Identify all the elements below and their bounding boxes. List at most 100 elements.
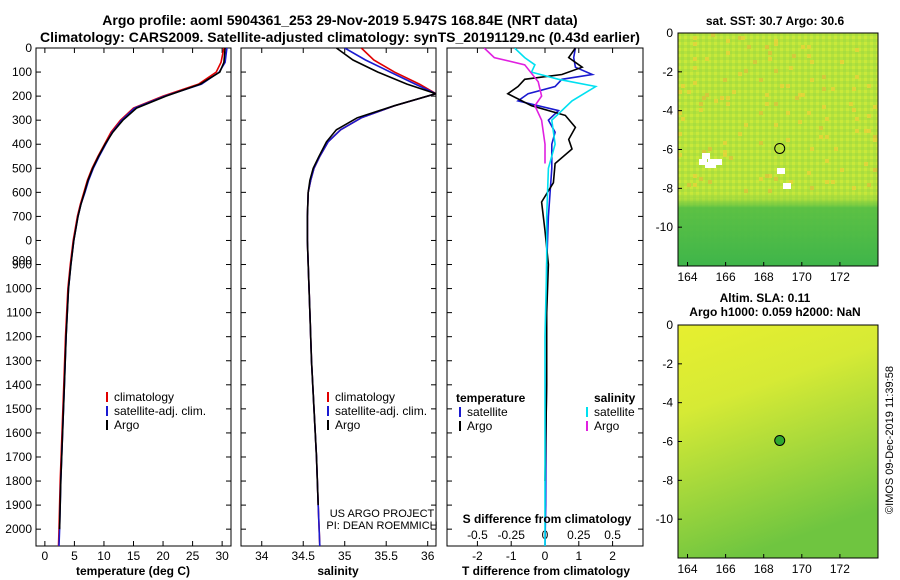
sst-warm-cell — [768, 57, 772, 61]
sst-map-warm-patches — [678, 33, 877, 193]
temperature-panel: 0100200300400500600700080090010001100120… — [5, 41, 232, 578]
sst-warm-cell — [867, 183, 871, 187]
sst-warm-cell — [741, 36, 745, 40]
sst-map-axes: 164 166 168 170 172 0 -2 -4 -6 -8 -10 — [656, 26, 851, 284]
sst-warm-cell — [855, 75, 859, 79]
sst-warm-cell — [723, 141, 727, 145]
project-credit-line2: PI: DEAN ROEMMICH — [326, 520, 437, 532]
lat-tick-label: -10 — [656, 512, 674, 526]
sst-warm-cell — [810, 186, 814, 190]
sst-warm-cell — [693, 36, 697, 40]
lat-tick-label: -2 — [662, 357, 673, 371]
sst-warm-cell — [852, 87, 856, 91]
legend-label-t-satellite: satellite — [467, 405, 508, 419]
project-credit-line1: US ARGO PROJECT — [330, 508, 435, 520]
sst-warm-cell — [774, 177, 778, 181]
sst-warm-cell — [678, 132, 682, 136]
temperature-axes-frame — [35, 47, 232, 547]
depth-tick-label: 1900 — [5, 498, 32, 512]
sst-warm-cell — [852, 108, 856, 112]
sla-argo-location-marker — [774, 434, 786, 446]
sst-warm-cell — [780, 84, 784, 88]
legend-label-climatology: climatology — [114, 390, 174, 404]
sla-map-panel: Altim. SLA: 0.11 Argo h1000: 0.059 h2000… — [656, 291, 879, 576]
lat-tick-label: 0 — [666, 26, 673, 40]
x-tick-label: 34 — [255, 549, 269, 563]
legend-label-s-satellite: satellite — [594, 405, 635, 419]
series-satellite-adj-clim — [306, 48, 436, 546]
depth-tick-label: 2000 — [5, 522, 32, 536]
lat-tick-label: -8 — [662, 473, 673, 487]
depth-tick-label: 1100 — [6, 306, 32, 320]
salinity-axes-frame — [240, 47, 437, 547]
x-tick-label: 2 — [609, 549, 616, 563]
depth-tick-label: 1600 — [5, 426, 32, 440]
sst-warm-cell — [765, 45, 769, 49]
sst-warm-cell — [723, 150, 727, 154]
lat-tick-label: 0 — [666, 318, 673, 332]
sst-warm-cell — [789, 180, 793, 184]
difference-legend: temperature salinity satelliteArgosatell… — [456, 391, 636, 433]
lat-tick-label: -8 — [662, 181, 673, 195]
x-tick-label: -1 — [506, 549, 517, 563]
lat-tick-label: -6 — [662, 143, 673, 157]
depth-tick-label: 0 — [25, 233, 32, 247]
s-tick-label: 0.25 — [567, 528, 591, 542]
lat-tick-label: -2 — [662, 65, 673, 79]
sst-warm-cell — [864, 129, 868, 133]
difference-y-ticks — [447, 47, 643, 530]
difference-panel: -2 -1 0 1 2 -0.5 -0.25 0 0.25 0.5 T difference f… — [446, 47, 644, 578]
sst-warm-cell — [768, 51, 772, 55]
sst-warm-cell — [726, 96, 730, 100]
sst-argo-location-marker — [774, 142, 786, 154]
depth-tick-label: 200 — [12, 89, 32, 103]
depth-tick-label: 1000 — [5, 282, 32, 296]
s-tick-label: 0.5 — [604, 528, 621, 542]
sst-map-title: sat. SST: 30.7 Argo: 30.6 — [706, 14, 845, 28]
difference-series — [483, 48, 598, 546]
sst-warm-cell — [798, 120, 802, 124]
sst-warm-cell — [825, 117, 829, 121]
depth-tick-label: 500 — [12, 161, 32, 175]
sst-warm-cell — [855, 117, 859, 121]
s-difference-x-axis: -0.5 -0.25 0 0.25 0.5 — [467, 528, 621, 542]
sst-warm-cell — [693, 42, 697, 46]
sst-warm-cell — [726, 51, 730, 55]
sst-warm-cell — [744, 69, 748, 73]
lon-tick-label: 166 — [716, 562, 736, 576]
x-tick-label: 34.5 — [292, 549, 316, 563]
salinity-x-axis: 34 34.5 35 35.5 36 — [255, 48, 435, 563]
sst-warm-cell — [747, 45, 751, 49]
sst-warm-cell — [693, 183, 697, 187]
sst-map-panel: sat. SST: 30.7 Argo: 30.6 164 166 168 170 17… — [656, 14, 879, 284]
sst-warm-cell — [678, 90, 682, 94]
x-tick-label: 0 — [542, 549, 549, 563]
depth-tick-label: 700 — [12, 209, 32, 223]
sst-warm-cell — [831, 87, 835, 91]
series-climatology — [57, 48, 225, 546]
legend-label-satellite-adj-clim: satellite-adj. clim. — [114, 404, 206, 418]
legend-label-climatology: climatology — [335, 390, 395, 404]
sst-warm-cell — [765, 93, 769, 97]
depth-tick-label: 1200 — [5, 330, 32, 344]
series-satellite-adj-clim — [58, 48, 228, 546]
sst-warm-cell — [744, 189, 748, 193]
x-tick-label: 36 — [421, 549, 435, 563]
sst-warm-cell — [810, 60, 814, 64]
series-climatology — [306, 48, 436, 546]
depth-tick-label: 400 — [12, 137, 32, 151]
legend-label-s-argo: Argo — [594, 419, 620, 433]
sst-warm-cell — [726, 39, 730, 43]
sst-missing-cell — [777, 168, 785, 174]
sst-warm-cell — [774, 102, 778, 106]
sla-map-subtitle: Argo h1000: 0.059 h2000: NaN — [689, 305, 860, 319]
sst-warm-cell — [867, 129, 871, 133]
sst-warm-cell — [873, 105, 877, 109]
sst-warm-cell — [714, 99, 718, 103]
sst-warm-cell — [792, 54, 796, 58]
lat-tick-label: -10 — [656, 220, 674, 234]
figure-title-line1: Argo profile: aoml 5904361_253 29-Nov-20… — [102, 12, 577, 28]
sst-warm-cell — [807, 171, 811, 175]
